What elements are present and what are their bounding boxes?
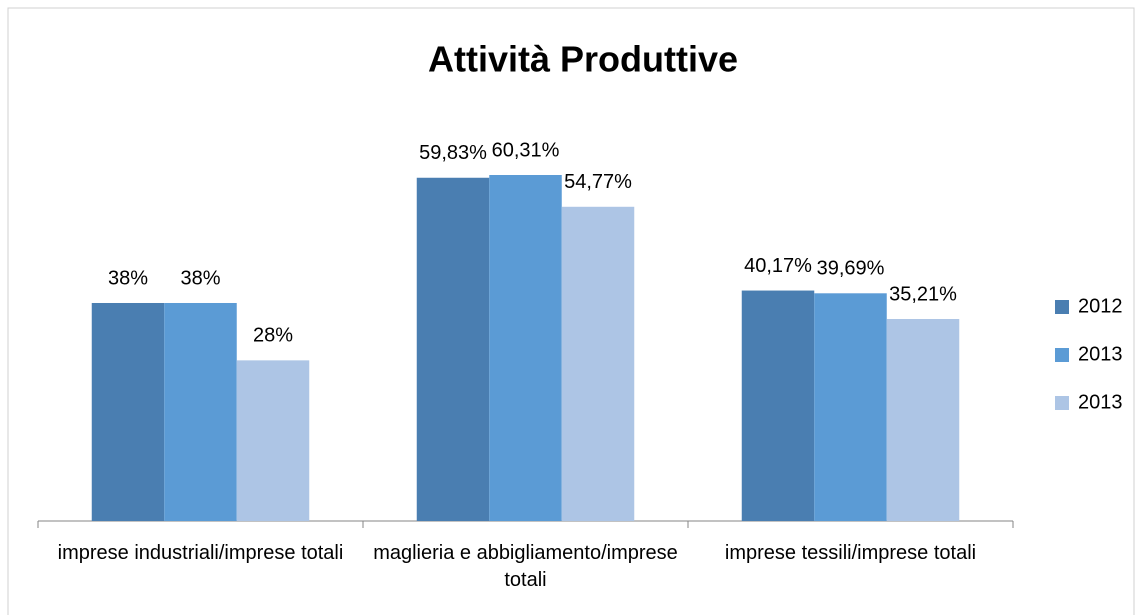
data-label: 40,17% <box>744 255 812 277</box>
bar <box>741 290 815 521</box>
chart-frame <box>7 7 1135 615</box>
legend-swatch <box>1055 300 1069 314</box>
x-tick-label: imprese industriali/imprese totali <box>57 542 344 564</box>
data-label: 54,77% <box>564 171 632 193</box>
bar <box>416 177 490 521</box>
data-label: 60,31% <box>492 139 560 161</box>
bar <box>561 206 635 521</box>
chart-title: Attività Produttive <box>428 39 738 80</box>
legend-label: 2013 <box>1078 391 1123 413</box>
data-label: 35,21% <box>889 283 957 305</box>
legend-swatch <box>1055 348 1069 362</box>
x-tick-label: imprese tessili/imprese totali <box>724 542 977 564</box>
bar <box>489 175 562 521</box>
bar <box>91 302 165 521</box>
data-label: 38% <box>108 267 148 289</box>
data-label: 38% <box>180 267 220 289</box>
bar <box>814 293 887 521</box>
data-label: 28% <box>253 325 293 347</box>
bar <box>886 318 960 521</box>
bar <box>164 302 237 521</box>
legend-label: 2013 <box>1078 343 1123 365</box>
legend-swatch <box>1055 396 1069 410</box>
data-label: 59,83% <box>419 142 487 164</box>
x-tick-label: maglieria e abbigliamento/imprese totali <box>373 542 678 591</box>
bar <box>236 360 310 521</box>
data-label: 39,69% <box>817 258 885 280</box>
legend-label: 2012 <box>1078 295 1123 317</box>
